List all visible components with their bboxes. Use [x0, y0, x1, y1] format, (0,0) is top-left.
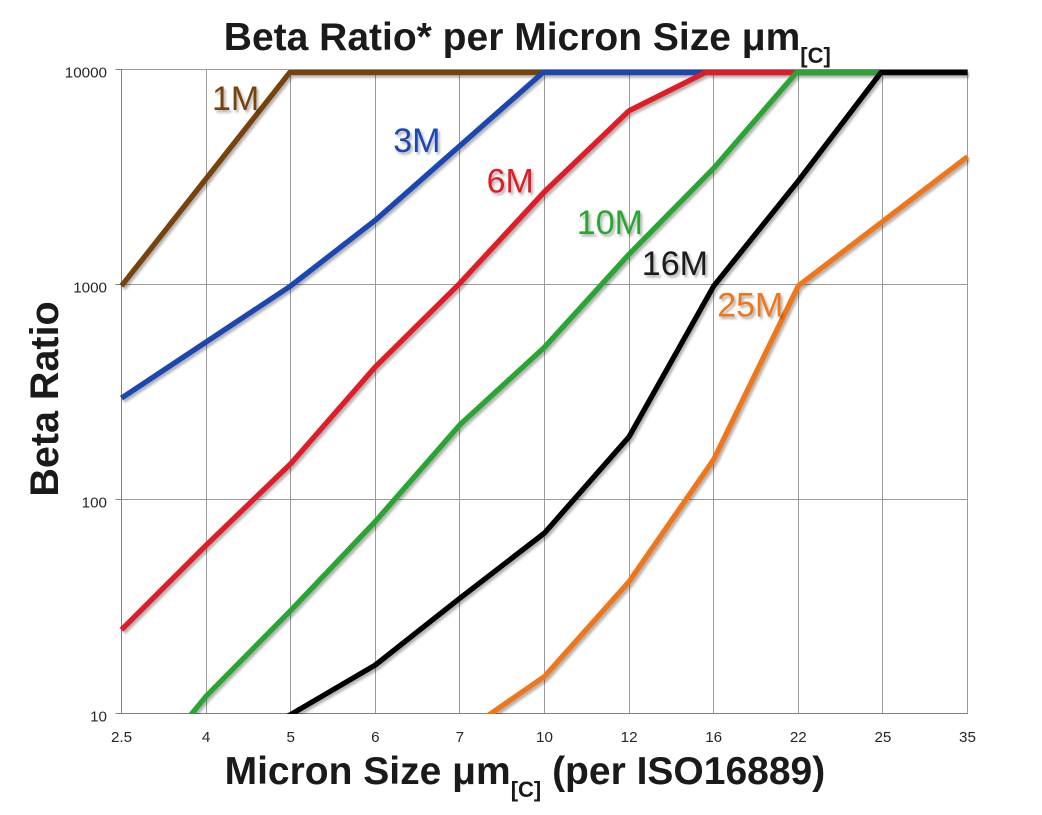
svg-text:5: 5	[286, 729, 294, 746]
svg-text:6M: 6M	[487, 163, 534, 201]
svg-text:25M: 25M	[717, 287, 783, 325]
svg-text:100: 100	[82, 495, 107, 512]
svg-text:Beta Ratio: Beta Ratio	[23, 301, 67, 496]
svg-text:16M: 16M	[642, 245, 708, 283]
svg-text:2.5: 2.5	[111, 729, 132, 746]
svg-text:35: 35	[959, 729, 976, 746]
svg-text:22: 22	[790, 729, 807, 746]
svg-text:10: 10	[536, 729, 553, 746]
svg-text:7: 7	[456, 729, 464, 746]
svg-text:16: 16	[705, 729, 722, 746]
svg-text:10000: 10000	[65, 65, 107, 82]
svg-text:3M: 3M	[393, 122, 440, 160]
svg-text:6: 6	[371, 729, 379, 746]
svg-text:10M: 10M	[577, 204, 643, 242]
svg-text:1000: 1000	[73, 280, 107, 297]
svg-text:12: 12	[621, 729, 638, 746]
svg-text:4: 4	[202, 729, 210, 746]
svg-text:10: 10	[90, 709, 107, 726]
svg-text:25: 25	[874, 729, 891, 746]
svg-text:1M: 1M	[212, 80, 259, 118]
